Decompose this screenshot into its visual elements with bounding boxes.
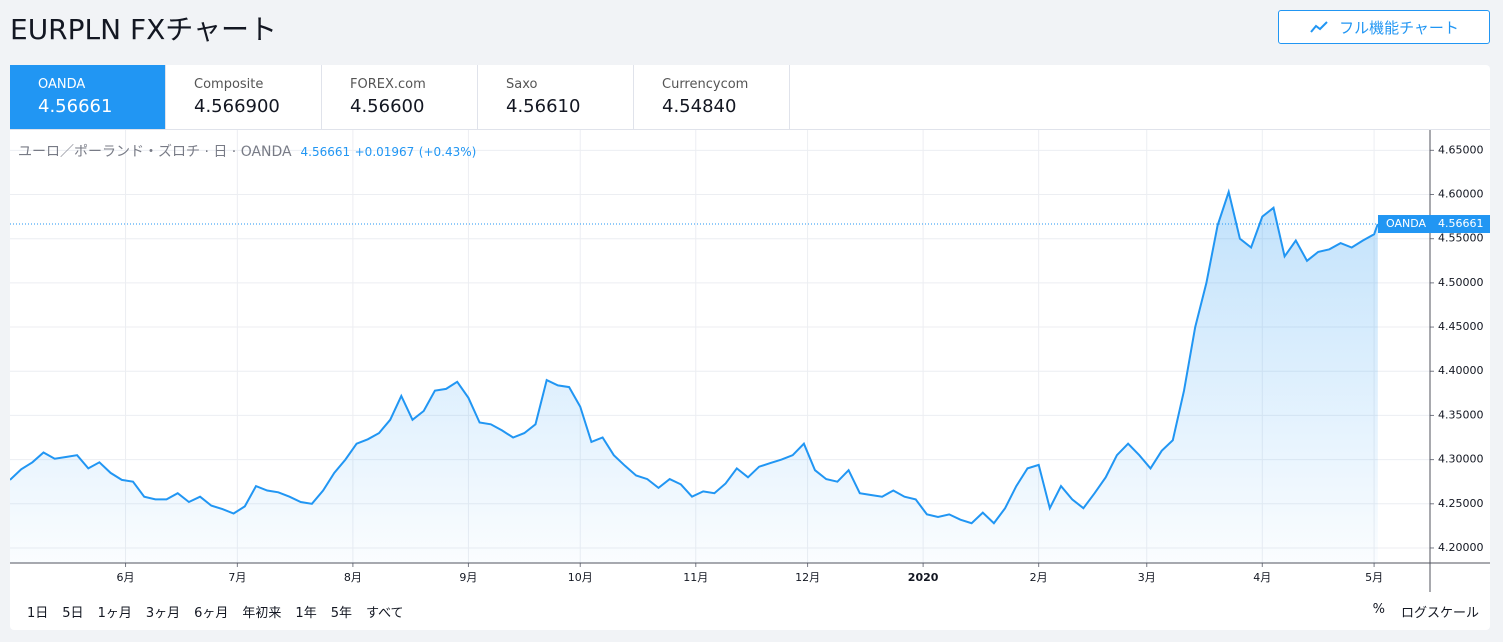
y-tick-label: 4.65000 [1438,143,1484,156]
tab-name: Saxo [506,77,538,92]
x-tick-label: 2月 [1030,571,1048,584]
area-fill [10,191,1378,563]
legend-change: +0.01967 [354,145,415,159]
page-title: EURPLN FXチャート [10,13,277,46]
tab-price: 4.56610 [506,96,581,117]
options-bar: % ログスケール [1373,602,1479,621]
range-button[interactable]: 1日 [27,606,49,621]
tab-price: 4.566900 [194,96,280,117]
tab-name: OANDA [38,77,86,92]
x-tick-label: 6月 [117,571,135,584]
x-tick-label: 5月 [1365,571,1383,584]
x-tick-label: 9月 [459,571,477,584]
tab-name: Composite [194,77,264,92]
range-button[interactable]: 5年 [330,606,352,621]
range-button[interactable]: 年初来 [242,606,282,621]
tabs: OANDA 4.56661 Composite 4.566900 FOREX.com 4.… [10,65,1490,130]
x-tick-label: 4月 [1253,571,1271,584]
option-button[interactable]: % [1372,602,1385,617]
icon [1310,21,1328,33]
tab-price: 4.54840 [662,96,737,117]
legend-price: 4.56661 [300,145,351,159]
source-tab[interactable]: Composite 4.566900 [166,65,322,129]
chart: 4.20000 4.25000 4.30000 4.35000 4.40000 4.450… [10,130,1490,592]
range-button[interactable]: 5日 [62,606,84,621]
y-tick-label: 4.60000 [1438,188,1484,201]
y-tick-label: 4.45000 [1438,320,1484,333]
legend-change-pct: (+0.43%) [418,145,477,159]
x-tick-label: 7月 [228,571,246,584]
button-label: フル機能チャート [1339,18,1459,37]
source-tab[interactable]: OANDA 4.56661 [10,65,166,129]
x-tick-label: 2020 [908,571,939,584]
full-chart-button[interactable]: フル機能チャート [1278,10,1490,44]
series-name-label: OANDA [1386,217,1426,230]
y-tick-label: 4.55000 [1438,232,1484,245]
y-tick-label: 4.35000 [1438,408,1484,421]
range-button[interactable]: すべて [365,606,404,621]
source-tab[interactable]: Saxo 4.56610 [478,65,634,129]
last-price-box [1378,215,1490,234]
y-tick-label: 4.30000 [1438,453,1484,466]
y-tick-label: 4.20000 [1438,541,1484,554]
y-tick-label: 4.40000 [1438,364,1484,377]
y-tick-label: 4.25000 [1438,497,1484,510]
x-tick-label: 3月 [1138,571,1156,584]
last-price-label: 4.56661 [1438,217,1484,230]
tab-name: FOREX.com [350,77,426,92]
range-button[interactable]: 6ヶ月 [194,606,229,621]
x-tick-label: 11月 [683,571,708,584]
tab-price: 4.56600 [350,96,425,117]
source-tab[interactable]: Currencycom 4.54840 [634,65,790,129]
price-line [10,188,1379,525]
range-button[interactable]: 1年 [295,606,317,621]
legend-title: ユーロ／ポーランド・ズロチ · 日 · OANDA [18,144,292,160]
tab-price: 4.56661 [38,96,113,117]
x-tick-label: 8月 [344,571,362,584]
range-button[interactable]: 1ヶ月 [97,606,132,621]
legend: ユーロ／ポーランド・ズロチ · 日 · OANDA 4.56661 +0.019… [18,141,476,161]
x-tick-label: 12月 [795,571,820,584]
range-button[interactable]: 3ヶ月 [145,606,181,621]
y-tick-label: 4.50000 [1438,276,1484,289]
range-bar: 1日 5日 1ヶ月 3ヶ月 6ヶ月 年初来 1年 5年 すべて [27,602,404,621]
source-tab[interactable]: FOREX.com 4.56600 [322,65,478,129]
option-button[interactable]: ログスケール [1400,606,1479,621]
tab-name: Currencycom [662,77,749,92]
x-tick-label: 10月 [568,571,593,584]
